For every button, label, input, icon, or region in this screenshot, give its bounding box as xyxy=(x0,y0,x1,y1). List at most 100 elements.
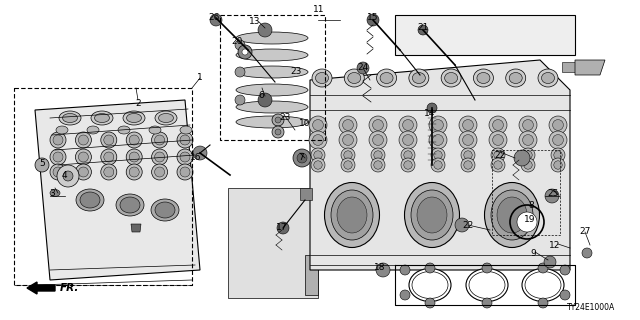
Circle shape xyxy=(309,116,327,134)
Text: 26: 26 xyxy=(208,13,220,22)
Circle shape xyxy=(369,116,387,134)
Circle shape xyxy=(519,116,537,134)
Ellipse shape xyxy=(236,49,308,61)
Ellipse shape xyxy=(312,69,332,87)
Circle shape xyxy=(126,132,142,148)
Circle shape xyxy=(104,167,114,177)
Circle shape xyxy=(297,153,307,163)
Circle shape xyxy=(425,263,435,273)
Ellipse shape xyxy=(118,126,130,134)
Circle shape xyxy=(429,116,447,134)
Text: 4: 4 xyxy=(61,172,67,180)
Circle shape xyxy=(429,131,447,149)
Circle shape xyxy=(523,120,533,131)
Circle shape xyxy=(155,152,164,162)
Circle shape xyxy=(552,135,563,145)
Circle shape xyxy=(427,103,437,113)
Ellipse shape xyxy=(236,66,308,78)
Circle shape xyxy=(50,132,66,148)
Circle shape xyxy=(357,62,369,74)
Circle shape xyxy=(372,120,383,131)
Ellipse shape xyxy=(484,182,540,247)
Circle shape xyxy=(463,120,474,131)
Text: 18: 18 xyxy=(374,263,386,273)
Circle shape xyxy=(242,49,248,55)
Ellipse shape xyxy=(123,111,145,125)
Circle shape xyxy=(399,116,417,134)
Ellipse shape xyxy=(324,182,380,247)
Circle shape xyxy=(464,161,472,169)
Circle shape xyxy=(582,248,592,258)
Circle shape xyxy=(104,135,114,145)
Text: 16: 16 xyxy=(190,153,202,162)
Circle shape xyxy=(491,148,505,162)
Circle shape xyxy=(493,135,504,145)
Circle shape xyxy=(235,40,245,50)
Ellipse shape xyxy=(466,268,508,301)
Text: 3: 3 xyxy=(49,188,55,197)
Ellipse shape xyxy=(344,69,364,87)
Ellipse shape xyxy=(331,190,373,240)
Circle shape xyxy=(369,131,387,149)
Circle shape xyxy=(521,158,535,172)
Circle shape xyxy=(311,148,325,162)
Circle shape xyxy=(57,165,79,187)
Circle shape xyxy=(314,161,322,169)
Ellipse shape xyxy=(417,197,447,233)
FancyArrow shape xyxy=(27,282,55,294)
Circle shape xyxy=(371,148,385,162)
Circle shape xyxy=(431,148,445,162)
Circle shape xyxy=(35,158,49,172)
Text: 22: 22 xyxy=(462,221,474,230)
Circle shape xyxy=(344,161,352,169)
Circle shape xyxy=(434,151,442,159)
Circle shape xyxy=(545,189,559,203)
Polygon shape xyxy=(395,15,575,55)
Circle shape xyxy=(376,263,390,277)
Ellipse shape xyxy=(506,69,525,87)
Circle shape xyxy=(554,151,562,159)
Ellipse shape xyxy=(155,202,175,218)
Circle shape xyxy=(129,167,140,177)
Circle shape xyxy=(519,131,537,149)
Ellipse shape xyxy=(63,114,77,123)
Polygon shape xyxy=(228,188,318,298)
Ellipse shape xyxy=(91,111,113,125)
Circle shape xyxy=(517,212,537,232)
Ellipse shape xyxy=(409,69,429,87)
Circle shape xyxy=(275,129,281,135)
Ellipse shape xyxy=(522,268,564,301)
Circle shape xyxy=(177,132,193,148)
Ellipse shape xyxy=(59,111,81,125)
Circle shape xyxy=(341,148,355,162)
Circle shape xyxy=(238,45,252,59)
Text: 17: 17 xyxy=(276,223,288,233)
Circle shape xyxy=(180,167,190,177)
Polygon shape xyxy=(310,60,570,270)
Circle shape xyxy=(551,158,565,172)
Circle shape xyxy=(514,150,530,166)
Circle shape xyxy=(309,131,327,149)
Text: 25: 25 xyxy=(547,189,559,198)
Circle shape xyxy=(79,152,88,162)
Ellipse shape xyxy=(404,182,460,247)
Text: 15: 15 xyxy=(367,13,379,22)
Circle shape xyxy=(76,132,92,148)
Ellipse shape xyxy=(151,199,179,221)
Circle shape xyxy=(312,120,323,131)
Text: 14: 14 xyxy=(424,109,436,118)
Circle shape xyxy=(79,135,88,145)
Circle shape xyxy=(459,131,477,149)
Ellipse shape xyxy=(380,73,393,84)
Circle shape xyxy=(312,135,323,145)
Circle shape xyxy=(400,290,410,300)
Circle shape xyxy=(455,218,469,232)
Polygon shape xyxy=(131,224,141,232)
Circle shape xyxy=(293,149,311,167)
Circle shape xyxy=(482,298,492,308)
Circle shape xyxy=(177,164,193,180)
Circle shape xyxy=(425,298,435,308)
Text: 19: 19 xyxy=(524,215,536,225)
Circle shape xyxy=(272,126,284,138)
Circle shape xyxy=(53,152,63,162)
